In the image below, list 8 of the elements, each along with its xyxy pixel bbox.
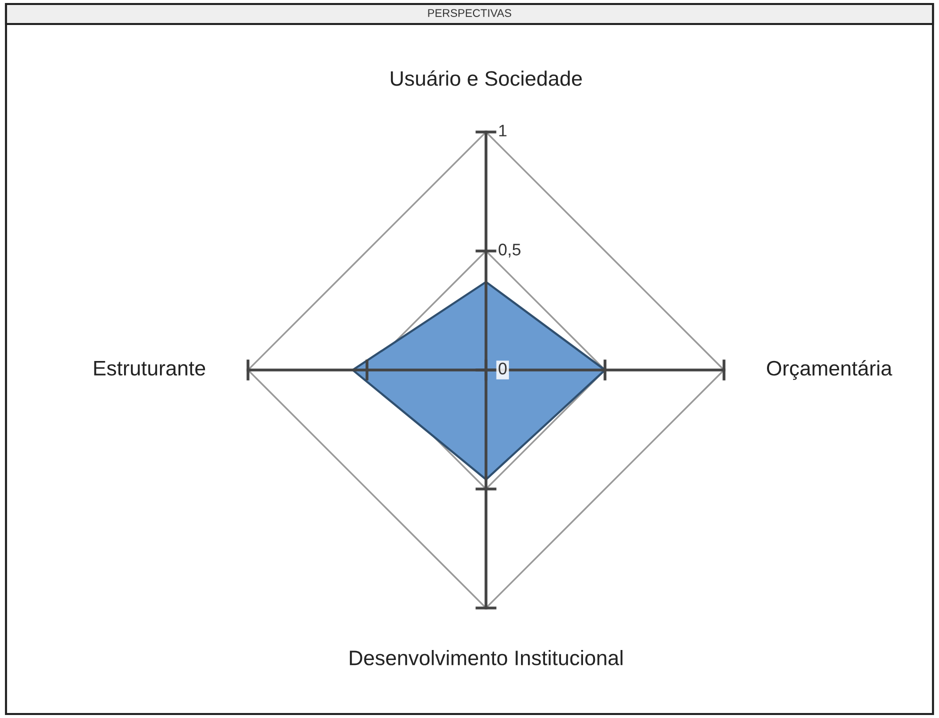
- spoke-label: Estruturante: [94, 361, 206, 376]
- y-tick-label: 1: [499, 124, 506, 136]
- y-tick-label: 0: [498, 362, 507, 374]
- spoke-label: Orçamentária: [766, 360, 892, 380]
- spoke-label: Usuário e Sociedade: [390, 70, 582, 86]
- y-tick-label: 0,5: [498, 244, 520, 258]
- chart-title: PERSPECTIVAS: [428, 9, 512, 17]
- spoke-label: Desenvolvimento Institucional: [350, 650, 622, 666]
